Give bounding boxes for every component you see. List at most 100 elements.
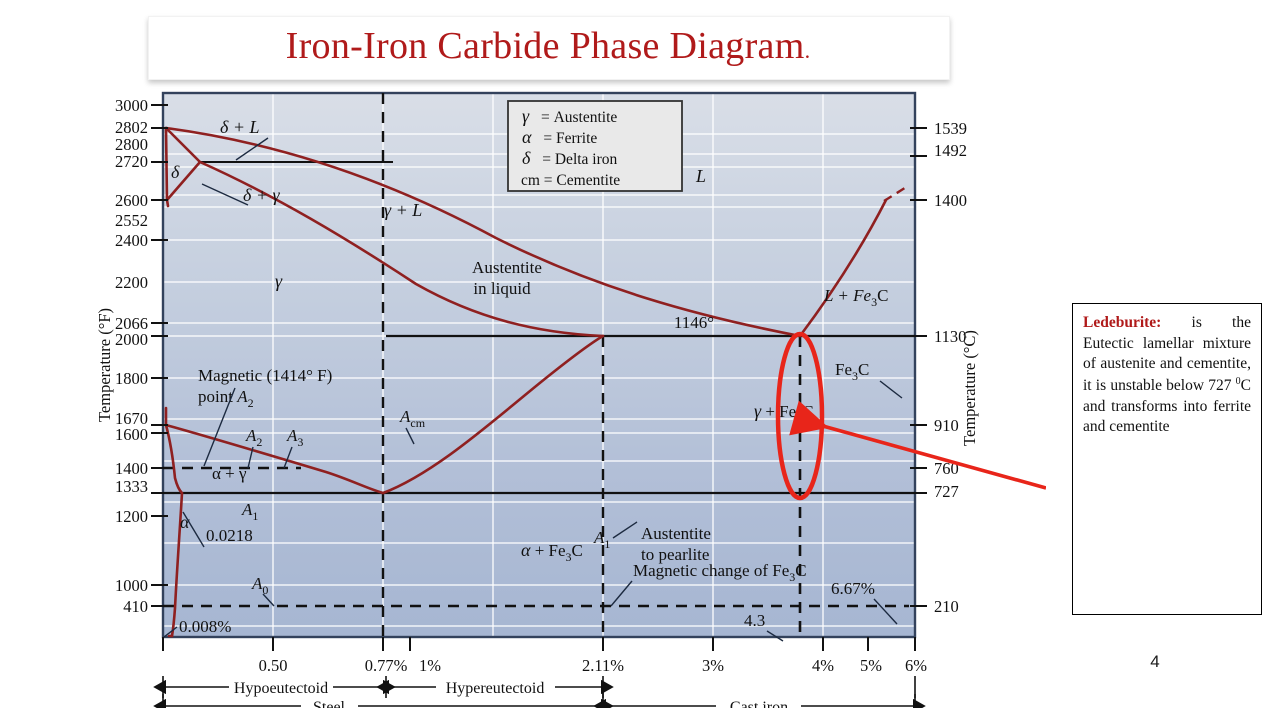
label-eutectic-temperature: 1146° — [674, 313, 714, 332]
page-number: 4 — [1150, 652, 1160, 671]
legend-background — [507, 100, 683, 192]
left-tick-2400: 2400 — [115, 231, 148, 250]
label-Fe3C: Fe3C — [835, 360, 869, 383]
label-carbon-0p008: 0.008% — [179, 617, 231, 636]
leader-lines — [163, 137, 903, 642]
label-austenite-in-liquid-line2: in liquid — [473, 279, 531, 298]
bottom-tick-4pct: 4% — [812, 656, 834, 675]
label-Acm: Acm — [399, 407, 426, 430]
right-tick-1130: 1130 — [934, 327, 966, 346]
legend-item-gamma: γ = Austentite — [522, 106, 617, 126]
leader-4p3 — [766, 630, 784, 642]
legend-box: γ = Austentite α = Ferrite δ = Delta iro… — [507, 100, 683, 192]
bottom-tick-marks — [162, 637, 916, 651]
right-tick-727: 727 — [934, 482, 959, 501]
leader-A1-right — [612, 521, 638, 539]
ledeburite-callout-box: Ledeburite: is the Eutectic lamellar mix… — [1072, 303, 1262, 615]
legend-symbol-alpha: α — [522, 127, 532, 147]
bottom-axis: 0.50 0.77% 1% 2.11% 3% 4% 5% 6% — [162, 637, 927, 675]
label-delta-plus-L: δ + L — [220, 117, 260, 137]
left-tick-1400: 1400 — [115, 459, 148, 478]
bottom-tick-2p11: 2.11% — [582, 656, 624, 675]
ledeburite-body-before: is the Eutectic lamellar mixture of aust… — [1083, 314, 1251, 394]
phase-diagram-svg: 3000 2802 2800 2720 2600 2552 2400 2200 … — [96, 91, 1046, 708]
bottom-tick-6pct: 6% — [905, 656, 927, 675]
left-tick-2800: 2800 — [115, 135, 148, 154]
leader-6p67 — [873, 598, 898, 625]
curve-alpha-upper — [164, 423, 184, 495]
left-tick-2552: 2552 — [115, 211, 148, 230]
legend-item-cm: cm = Cementite — [521, 172, 620, 189]
label-magnetic-point-line1: Magnetic (1414° F) — [198, 366, 332, 385]
label-carbon-0p0218: 0.0218 — [206, 526, 253, 545]
phase-diagram-figure: 3000 2802 2800 2720 2600 2552 2400 2200 … — [96, 88, 1046, 708]
curve-liquidus-LFe3C — [798, 198, 888, 338]
leader-delta-plus-gamma — [201, 183, 249, 206]
bottom-tick-0p50: 0.50 — [259, 656, 288, 675]
leader-A2 — [247, 446, 254, 469]
curve-A3 — [164, 423, 385, 495]
label-Fe3C-sub: 3 — [852, 369, 858, 383]
label-magnetic-point-line2: point A2 — [198, 387, 254, 410]
title-label: Iron-Iron Carbide Phase Diagram — [285, 25, 805, 67]
title-banner — [148, 16, 950, 80]
label-A3: A3 — [286, 426, 303, 449]
phase-region-labels: δ + L δ δ + γ γ + L γ L Austentite in li… — [171, 117, 888, 636]
phase-boundary-curves — [164, 126, 888, 638]
leader-0p0218 — [182, 511, 205, 548]
curve-liquidus-gammaL — [164, 126, 802, 338]
bracket-label-steel: Steel — [313, 699, 346, 708]
curve-delta-solvus — [165, 160, 202, 202]
right-axis: 1539 1492 1400 1130 910 760 727 210 Temp… — [910, 119, 979, 616]
left-axis: 3000 2802 2800 2720 2600 2552 2400 2200 … — [96, 96, 168, 616]
plot-frame — [161, 91, 917, 639]
label-austenite-to-pearlite-line1: Austentite — [641, 524, 711, 543]
leader-A3 — [283, 446, 293, 469]
label-alpha-plus-gamma: α + γ — [212, 464, 247, 483]
label-delta: δ — [171, 162, 180, 182]
bottom-tick-0p77: 0.77% — [365, 656, 408, 675]
left-tick-3000: 3000 — [115, 96, 148, 115]
label-gamma-plus-L: γ + L — [384, 200, 422, 220]
right-tick-marks — [910, 127, 927, 607]
left-tick-2720: 2720 — [115, 152, 148, 171]
left-tick-2200: 2200 — [115, 273, 148, 292]
dashed-liquidus-extension — [883, 184, 909, 203]
left-tick-1000: 1000 — [115, 576, 148, 595]
label-gamma: γ — [275, 271, 283, 291]
legend-item-alpha: α = Ferrite — [522, 127, 597, 147]
label-austenite-to-pearlite-line2: to pearlite — [641, 545, 709, 564]
label-magnetic-change-Fe3C: Magnetic change of Fe3C — [633, 561, 807, 584]
dashed-construction-lines — [163, 93, 909, 637]
label-alpha: α — [180, 512, 190, 532]
left-tick-1200: 1200 — [115, 507, 148, 526]
left-tick-2600: 2600 — [115, 191, 148, 210]
left-tick-1670: 1670 — [115, 409, 148, 428]
ledeburite-annotation — [775, 331, 1046, 501]
leader-delta-plus-L — [235, 137, 269, 161]
left-tick-2802: 2802 — [115, 118, 148, 137]
label-carbon-6p67: 6.67% — [831, 579, 875, 598]
leader-0p008 — [163, 626, 178, 638]
label-A1-left: A1 — [241, 500, 258, 523]
leader-Acm — [405, 427, 415, 445]
horizontal-gridlines — [163, 133, 915, 627]
left-tick-1600: 1600 — [115, 425, 148, 444]
right-tick-910: 910 — [934, 416, 959, 435]
label-carbon-4p3: 4.3 — [744, 611, 765, 630]
left-tick-1333: 1333 — [115, 477, 148, 496]
title-trailing-dot: . — [804, 38, 811, 63]
label-magnetic-change-sub: 3 — [789, 570, 795, 584]
leader-magnetic-change — [610, 580, 633, 607]
ledeburite-callout-arrow — [789, 400, 1046, 490]
label-alpha-plus-Fe3C: α + Fe3C — [521, 540, 583, 564]
left-tick-2066: 2066 — [115, 314, 148, 333]
curve-alpha-solvus — [170, 491, 184, 638]
left-tick-2000: 2000 — [115, 330, 148, 349]
left-tick-410: 410 — [123, 597, 148, 616]
left-tick-marks — [151, 104, 168, 607]
left-tick-1800: 1800 — [115, 369, 148, 388]
bracket-label-hypoeutectoid: Hypoeutectoid — [234, 680, 328, 697]
label-austenite-in-liquid-line1: Austentite — [472, 258, 542, 277]
